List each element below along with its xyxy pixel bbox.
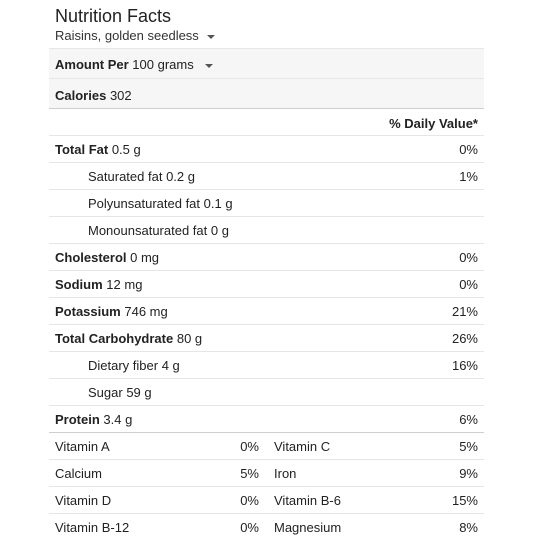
- nutrient-row: Cholesterol 0 mg 0%: [49, 243, 484, 270]
- nutrient-amount: 12 mg: [106, 277, 143, 292]
- nutrient-row: Sugar 59 g: [49, 378, 484, 405]
- nutrient-daily-value: 1%: [459, 169, 478, 184]
- nutrient-amount: 80 g: [176, 331, 203, 346]
- vitamin-name: Vitamin B-6: [274, 493, 341, 508]
- food-select[interactable]: Raisins, golden seedless: [55, 28, 215, 43]
- nutrient-row: Polyunsaturated fat 0.1 g: [49, 189, 484, 216]
- vitamin-name: Vitamin B-12: [55, 520, 130, 535]
- nutrient-daily-value: 0%: [459, 142, 478, 157]
- vitamin-name: Vitamin C: [274, 439, 331, 454]
- calories-value: 302: [109, 88, 132, 103]
- nutrient-label: Saturated fat: [88, 169, 163, 184]
- daily-value-header: % Daily Value*: [389, 116, 478, 131]
- unit-select-label: 100 grams: [132, 57, 194, 72]
- nutrient-amount: 59 g: [126, 385, 152, 400]
- amount-row: Amount Per 100 grams: [49, 48, 484, 78]
- title: Nutrition Facts: [55, 6, 172, 26]
- nutrient-row: Protein 3.4 g 6%: [49, 405, 484, 432]
- nutrient-label: Sugar: [88, 385, 123, 400]
- vitamin-name: Magnesium: [274, 520, 342, 535]
- amount-label: Amount Per: [55, 57, 129, 72]
- nutrient-amount: 746 mg: [124, 304, 168, 319]
- nutrient-daily-value: 0%: [459, 277, 478, 292]
- nutrient-amount: 0 mg: [130, 250, 160, 265]
- nutrient-label: Sodium: [55, 277, 103, 292]
- vitamin-daily-value: 0%: [240, 493, 259, 508]
- vitamin-row: Vitamin A 0% Vitamin C 5%: [49, 432, 484, 459]
- vitamin-daily-value: 8%: [459, 520, 478, 535]
- nutrient-label: Dietary fiber: [88, 358, 159, 373]
- vitamin-name: Calcium: [55, 466, 102, 481]
- vitamin-row: Calcium 5% Iron 9%: [49, 459, 484, 486]
- chevron-down-icon: [205, 63, 214, 68]
- nutrient-daily-value: 26%: [451, 331, 478, 346]
- vitamin-row: Vitamin B-12 0% Magnesium 8%: [49, 513, 484, 540]
- vitamin-daily-value: 15%: [451, 493, 478, 508]
- nutrient-label: Potassium: [55, 304, 121, 319]
- nutrient-row: Total Fat 0.5 g 0%: [49, 135, 484, 162]
- vitamin-name: Iron: [274, 466, 297, 481]
- nutrient-amount: 4 g: [161, 358, 180, 373]
- vitamin-daily-value: 9%: [459, 466, 478, 481]
- nutrient-row: Potassium 746 mg 21%: [49, 297, 484, 324]
- nutrient-amount: 0.1 g: [203, 196, 233, 211]
- nutrient-daily-value: 6%: [459, 412, 478, 427]
- daily-value-header-row: % Daily Value*: [49, 108, 484, 135]
- vitamin-name: Vitamin A: [55, 439, 110, 454]
- nutrient-amount: 0 g: [210, 223, 229, 238]
- vitamin-row: Vitamin D 0% Vitamin B-6 15%: [49, 486, 484, 513]
- vitamin-daily-value: 0%: [240, 439, 259, 454]
- chevron-down-icon: [206, 34, 215, 39]
- nutrient-row: Dietary fiber 4 g 16%: [49, 351, 484, 378]
- vitamin-daily-value: 5%: [240, 466, 259, 481]
- nutrient-daily-value: 16%: [451, 358, 478, 373]
- unit-select[interactable]: 100 grams: [132, 57, 214, 72]
- nutrient-label: Polyunsaturated fat: [88, 196, 201, 211]
- nutrient-label: Total Fat: [55, 142, 109, 157]
- nutrient-label: Cholesterol: [55, 250, 127, 265]
- nutrient-amount: 0.2 g: [166, 169, 195, 184]
- nutrient-daily-value: 0%: [459, 250, 478, 265]
- nutrient-daily-value: 21%: [451, 304, 478, 319]
- nutrient-label: Protein: [55, 412, 100, 427]
- nutrient-row: Sodium 12 mg 0%: [49, 270, 484, 297]
- nutrient-amount: 0.5 g: [111, 142, 141, 157]
- nutrient-label: Total Carbohydrate: [55, 331, 174, 346]
- vitamin-daily-value: 0%: [240, 520, 259, 535]
- nutrient-row: Saturated fat 0.2 g 1%: [49, 162, 484, 189]
- food-select-label: Raisins, golden seedless: [55, 28, 199, 43]
- nutrient-row: Total Carbohydrate 80 g 26%: [49, 324, 484, 351]
- nutrient-amount: 3.4 g: [103, 412, 133, 427]
- calories-row: Calories 302: [49, 78, 484, 108]
- vitamin-daily-value: 5%: [459, 439, 478, 454]
- vitamin-name: Vitamin D: [55, 493, 112, 508]
- calories-label: Calories: [55, 88, 107, 103]
- nutrient-row: Monounsaturated fat 0 g: [49, 216, 484, 243]
- nutrient-label: Monounsaturated fat: [88, 223, 208, 238]
